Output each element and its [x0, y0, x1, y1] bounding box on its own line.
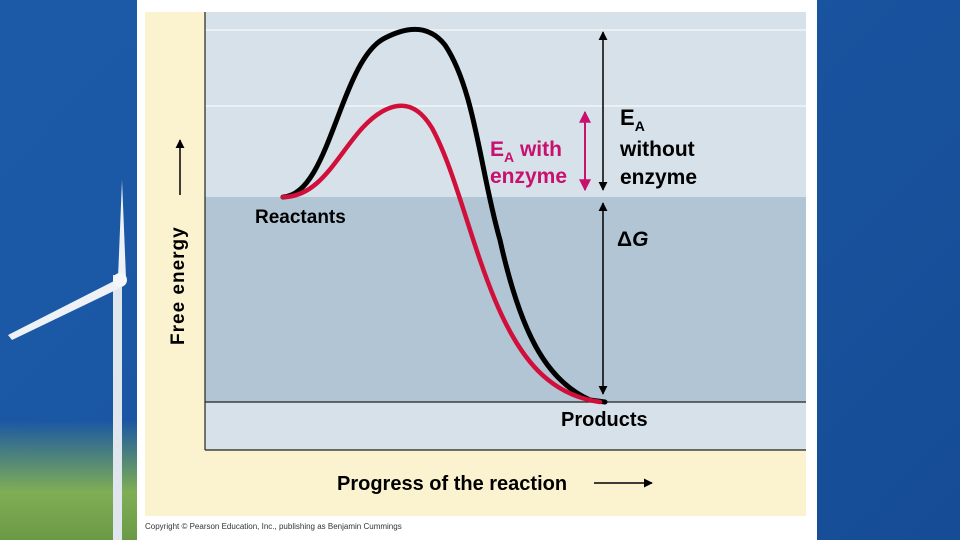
copyright-notice: Copyright © Pearson Education, Inc., pub… [145, 522, 402, 531]
wind-turbine-image [8, 180, 127, 540]
ea-without-enzyme-label-line2: without [619, 138, 695, 161]
curve-without-enzyme [280, 26, 608, 405]
reactants-label: Reactants [255, 207, 346, 228]
middle-energy-band [205, 197, 806, 402]
ea-without-enzyme-label: EA [620, 105, 645, 134]
delta-g-label: ΔG [617, 228, 648, 251]
curve-with-enzyme [280, 103, 603, 405]
x-axis-label: Progress of the reaction [337, 473, 567, 495]
lower-energy-band [205, 402, 806, 450]
upper-energy-band [205, 12, 806, 197]
ea-with-enzyme-label: EA with [490, 138, 562, 165]
ea-without-enzyme-label-line3: enzyme [620, 166, 697, 189]
y-axis-label: Free energy [168, 226, 189, 345]
products-label: Products [561, 409, 648, 431]
ea-with-enzyme-label-line2: enzyme [490, 165, 567, 188]
